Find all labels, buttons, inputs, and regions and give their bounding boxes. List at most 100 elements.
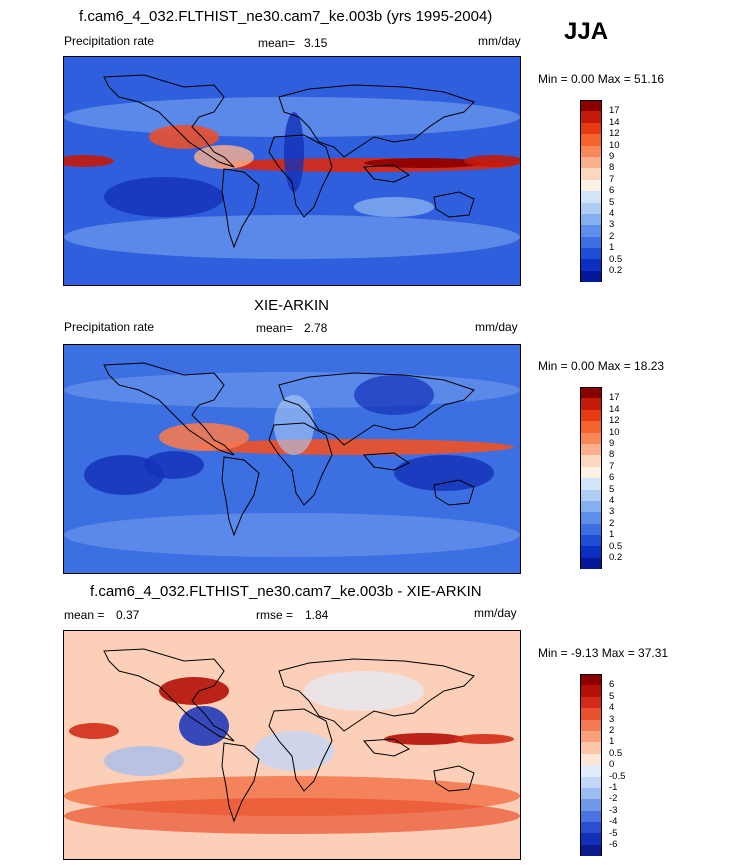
colorbar-swatch [580,270,602,283]
panel1-title: f.cam6_4_032.FLTHIST_ne30.cam7_ke.003b (… [79,8,493,25]
precip-region [354,197,434,217]
colorbar-tick-label: 7 [609,460,615,472]
colorbar-swatch [580,844,602,857]
panel3-unit-label: mm/day [474,606,517,620]
colorbar-tick-label: 2 [609,230,615,242]
coastline [278,658,475,732]
colorbar-swatch [580,225,602,237]
precip-region [394,455,494,491]
colorbar-swatch [580,557,602,570]
colorbar-swatch [580,236,602,249]
colorbar-tick-label: 0.5 [609,540,623,552]
colorbar-swatch [580,535,602,547]
colorbar-swatch [580,466,602,479]
colorbar-swatch [580,478,602,490]
coastline [221,456,260,537]
colorbar-tick-label: 0.5 [609,747,623,759]
colorbar-swatch [580,122,602,135]
colorbar-tick-label: 4 [609,208,615,219]
colorbar-swatch [580,833,602,845]
coastline [278,84,475,158]
colorbar-tick-label: -1 [609,782,618,793]
colorbar-swatch [580,799,602,811]
colorbar-swatch [580,248,602,260]
precip-region [104,177,224,217]
colorbar-tick-label: 0.2 [609,265,623,276]
panel1-colorbar: 17 14 12 10 9 8 7 6 5 4 3 2 1 0.5 0.2 [580,100,622,283]
panel3-map-svg [64,631,520,859]
coastline [268,708,333,792]
colorbar-swatch [580,787,602,800]
colorbar-tick-label: 9 [609,438,615,449]
colorbar-tick-label: 2 [609,725,615,736]
colorbar-swatch [580,421,602,433]
colorbar-swatch [580,696,602,709]
colorbar-tick-label: 10 [609,426,620,438]
colorbar-swatch [580,111,602,123]
colorbar-swatch [580,387,602,399]
precip-region [64,155,114,167]
coastline [433,765,475,792]
coastline [103,74,235,168]
colorbar-swatch [580,674,602,686]
colorbar-tick-label: 14 [609,116,620,128]
panel2-variable-label: Precipitation rate [64,320,155,334]
colorbar-swatch [580,512,602,524]
panel1-unit-label: mm/day [478,34,521,48]
colorbar-tick-label: 4 [609,702,615,714]
colorbar-swatch [580,202,602,214]
panel3-rmse-label: rmse = [256,608,294,622]
coastline [103,648,235,742]
coastline [362,452,411,471]
colorbar-tick-label: 3 [609,219,615,231]
colorbar-tick-label: 17 [609,392,620,404]
colorbar-tick-label: 0.5 [609,253,623,265]
colorbar-swatch [580,742,602,754]
precip-region [354,375,434,415]
coastline [278,372,475,446]
panel2-map [63,344,521,574]
colorbar-tick-label: 3 [609,713,615,725]
panel3-mean-label: mean = [64,608,105,622]
colorbar-tick-label: 17 [609,105,620,117]
panel2-minmax: Min = 0.00 Max = 18.23 [538,359,665,373]
panel1-map [63,56,521,286]
colorbar-tick-label: -3 [609,804,618,816]
colorbar-swatch [580,259,602,271]
coastline [362,738,411,757]
precip-region [64,215,520,259]
season-label: JJA [564,18,609,45]
colorbar-tick-label: 4 [609,495,615,506]
coastline [433,479,475,506]
colorbar-swatch [580,398,602,410]
colorbar-tick-label: 6 [609,472,615,484]
colorbar-swatch [580,443,602,456]
colorbar-swatch [580,776,602,788]
colorbar-swatch [580,213,602,226]
precip-region [454,734,514,744]
colorbar-swatch [580,489,602,501]
panel2-colorbar: 17 14 12 10 9 8 7 6 5 4 3 2 1 0.5 0.2 [580,387,622,570]
panel2-mean-label: mean= [256,321,294,335]
colorbar-tick-label: 1 [609,736,615,748]
colorbar-swatch [580,134,602,146]
panel1-mean-value: 3.15 [304,36,328,50]
panel3-minmax: Min = -9.13 Max = 37.31 [538,646,669,660]
panel3-rmse-value: 1.84 [305,608,329,622]
precip-region [464,155,520,167]
colorbar-tick-label: 5 [609,690,615,702]
colorbar-tick-label: 5 [609,483,615,495]
panel1-map-svg [64,57,520,285]
colorbar-swatch [580,708,602,720]
coastline [103,362,235,456]
colorbar-tick-label: 2 [609,517,615,529]
colorbar-swatch [580,145,602,157]
colorbar-tick-label: 5 [609,196,615,208]
coastline [221,742,260,823]
precip-region [104,746,184,776]
colorbar-swatch [580,546,602,558]
colorbar-swatch [580,100,602,112]
coastline [268,422,333,506]
precip-region [304,671,424,711]
colorbar-tick-label: 12 [609,415,620,427]
